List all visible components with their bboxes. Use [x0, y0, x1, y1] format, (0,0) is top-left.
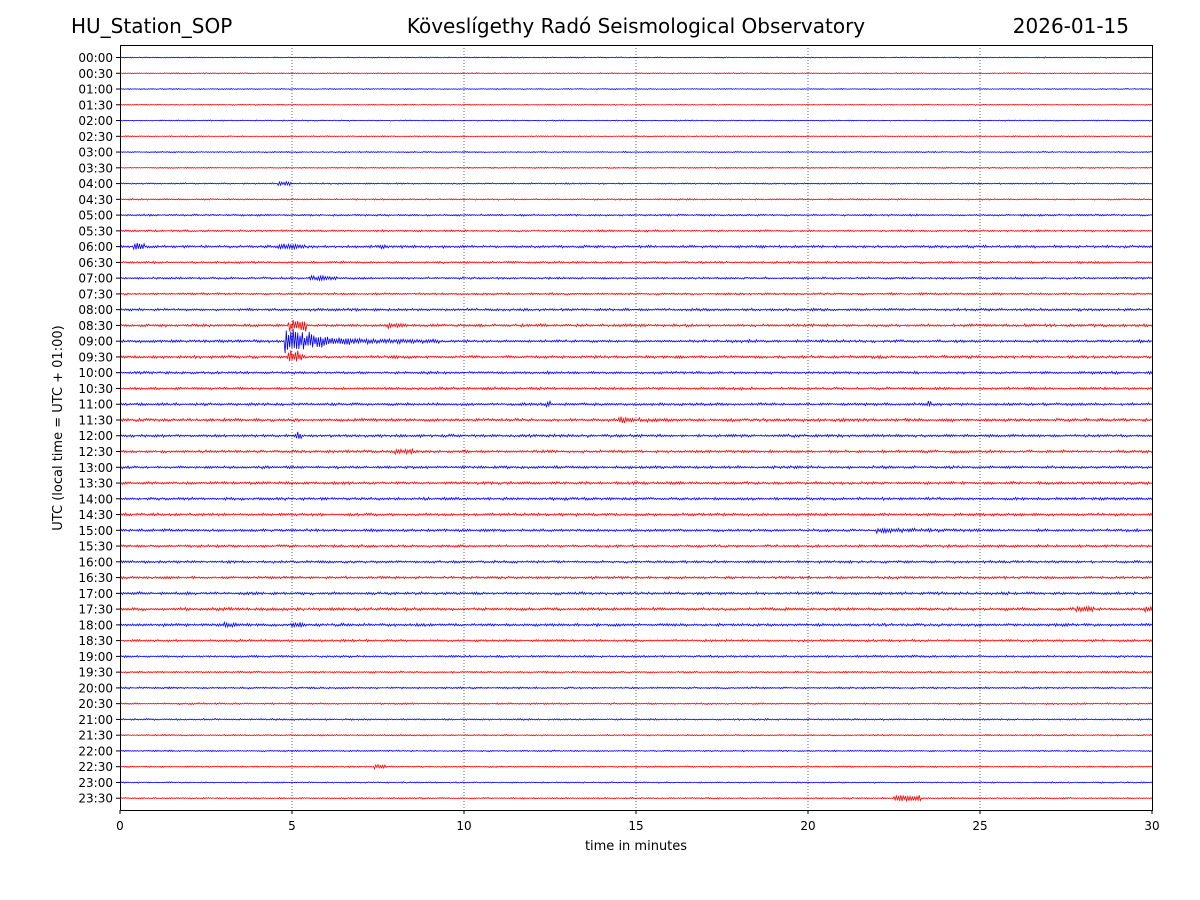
y-tick-label: 02:30 [78, 130, 113, 144]
trace-1500 [119, 527, 1153, 535]
y-tick-label: 15:00 [78, 524, 113, 538]
x-tick-label: 5 [288, 819, 296, 833]
trace-2100 [119, 717, 1153, 721]
trace-2030 [119, 702, 1153, 706]
trace-0230 [119, 135, 1153, 138]
y-tick-label: 14:30 [78, 508, 113, 522]
y-tick-label: 12:30 [78, 445, 113, 459]
y-tick-label: 11:00 [78, 398, 113, 412]
trace-1200 [119, 431, 1153, 440]
station-name: HU_Station_SOP [71, 14, 233, 38]
y-tick-label: 05:00 [78, 209, 113, 223]
y-tick-label: 20:00 [78, 681, 113, 695]
y-tick-label: 04:30 [78, 193, 113, 207]
y-tick-label: 06:30 [78, 256, 113, 270]
trace-2300 [119, 781, 1153, 784]
trace-0500 [119, 213, 1153, 217]
plot-frame [120, 45, 1153, 811]
chart-title: Köveslígethy Radó Seismological Observat… [406, 14, 866, 38]
y-tick-label: 00:30 [78, 67, 113, 81]
y-tick-label: 18:00 [78, 618, 113, 632]
y-tick-label: 00:00 [78, 51, 113, 65]
y-tick-label: 18:30 [78, 634, 113, 648]
y-tick-label: 19:30 [78, 666, 113, 680]
y-tick-label: 21:00 [78, 713, 113, 727]
y-tick-label: 06:00 [78, 240, 113, 254]
y-tick-label: 01:00 [78, 83, 113, 97]
y-tick-label: 02:00 [78, 114, 113, 128]
y-tick-label: 17:00 [78, 587, 113, 601]
y-tick-label: 21:30 [78, 729, 113, 743]
y-tick-label: 01:30 [78, 98, 113, 112]
y-tick-label: 03:00 [78, 146, 113, 160]
trace-1830 [119, 638, 1153, 643]
trace-0900 [119, 328, 1153, 354]
y-tick-label: 22:30 [78, 760, 113, 774]
trace-2000 [119, 686, 1153, 690]
chart-date: 2026-01-15 [1012, 14, 1129, 38]
trace-0300 [119, 150, 1153, 154]
x-tick-label: 10 [456, 819, 471, 833]
y-tick-label: 22:00 [78, 744, 113, 758]
y-axis-label: UTC (local time = UTC + 01:00) [51, 325, 66, 530]
y-tick-label: 04:00 [78, 177, 113, 191]
y-tick-label: 08:00 [78, 303, 113, 317]
trace-1630 [119, 575, 1153, 580]
y-tick-label: 10:30 [78, 382, 113, 396]
y-tick-label: 09:00 [78, 335, 113, 349]
trace-1430 [119, 512, 1153, 518]
trace-1000 [119, 370, 1153, 376]
y-tick-label: 03:30 [78, 161, 113, 175]
y-tick-label: 05:30 [78, 224, 113, 238]
trace-1400 [119, 496, 1153, 502]
x-tick-label: 30 [1144, 819, 1159, 833]
trace-0630 [119, 260, 1153, 265]
y-tick-label: 23:30 [78, 792, 113, 806]
trace-0600 [119, 242, 1153, 251]
trace-2200 [119, 749, 1153, 753]
trace-1230 [119, 447, 1153, 456]
y-tick-label: 16:00 [78, 555, 113, 569]
y-tick-label: 12:00 [78, 429, 113, 443]
y-tick-label: 23:00 [78, 776, 113, 790]
x-tick-label: 15 [628, 819, 643, 833]
x-tick-label: 20 [800, 819, 815, 833]
x-axis-label: time in minutes [585, 839, 687, 854]
y-tick-label: 13:30 [78, 477, 113, 491]
trace-0430 [119, 197, 1153, 201]
y-tick-label: 07:30 [78, 287, 113, 301]
trace-0830 [119, 319, 1153, 332]
x-tick-label: 25 [972, 819, 987, 833]
y-tick-label: 09:30 [78, 350, 113, 364]
x-tick-label: 0 [116, 819, 124, 833]
y-tick-label: 10:00 [78, 366, 113, 380]
grid-lines [291, 45, 981, 810]
trace-1600 [119, 559, 1153, 565]
y-tick-label: 13:00 [78, 461, 113, 475]
y-tick-label: 17:30 [78, 603, 113, 617]
y-tick-label: 14:00 [78, 492, 113, 506]
y-tick-label: 15:30 [78, 540, 113, 554]
y-tick-label: 20:30 [78, 697, 113, 711]
trace-0100 [119, 87, 1153, 91]
x-tick-labels: 0 5 10 15 20 25 30 [116, 810, 1160, 833]
y-tick-label: 11:30 [78, 413, 113, 427]
trace-2230 [119, 763, 1153, 771]
y-tick-label: 08:30 [78, 319, 113, 333]
y-tick-label: 07:00 [78, 272, 113, 286]
y-tick-label: 19:00 [78, 650, 113, 664]
trace-1800 [119, 620, 1153, 629]
trace-0030 [119, 72, 1153, 75]
y-tick-label: 16:30 [78, 571, 113, 585]
trace-1030 [119, 386, 1153, 391]
